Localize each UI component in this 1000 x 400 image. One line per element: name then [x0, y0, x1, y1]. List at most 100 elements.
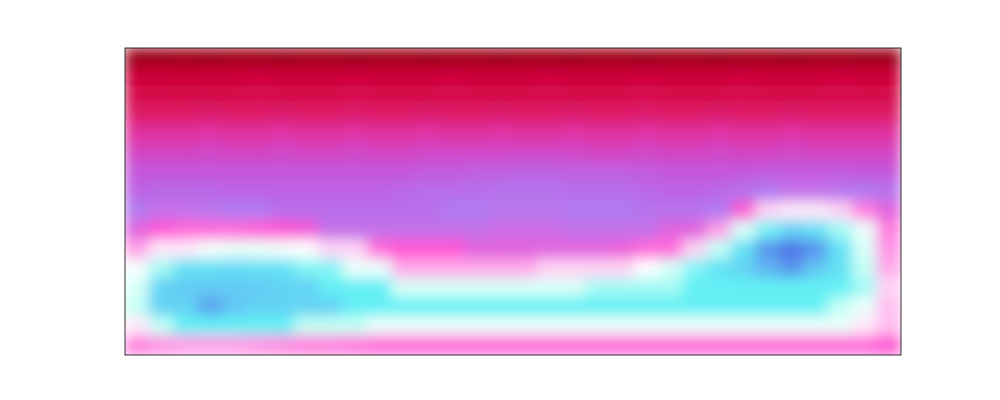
cell: [779, 105, 804, 125]
cell: [828, 163, 853, 183]
cell: [634, 124, 659, 144]
cell: [197, 316, 222, 336]
cell: [367, 278, 392, 298]
cells: [125, 48, 901, 355]
cell: [343, 335, 368, 355]
cell: [416, 278, 441, 298]
cell: [222, 259, 247, 279]
cell: [755, 278, 780, 298]
cell: [537, 182, 562, 202]
cell: [634, 201, 659, 221]
cell: [585, 163, 610, 183]
cell: [731, 201, 756, 221]
cell: [779, 278, 804, 298]
cell: [634, 48, 659, 68]
cell: [319, 182, 344, 202]
cell: [876, 220, 901, 240]
cell: [561, 124, 586, 144]
cell: [682, 105, 707, 125]
cell: [125, 335, 150, 355]
cell: [537, 239, 562, 259]
cell: [707, 259, 732, 279]
cell: [779, 201, 804, 221]
cell: [440, 105, 465, 125]
cell: [149, 67, 174, 87]
cell: [440, 239, 465, 259]
cell: [197, 86, 222, 106]
cell: [270, 182, 295, 202]
cell: [246, 278, 271, 298]
cell: [828, 201, 853, 221]
cell: [634, 297, 659, 317]
cell: [561, 67, 586, 87]
cell: [246, 316, 271, 336]
cell: [246, 335, 271, 355]
cell: [197, 335, 222, 355]
cell: [513, 316, 538, 336]
cell: [464, 335, 489, 355]
cell: [852, 105, 877, 125]
cell: [707, 105, 732, 125]
cell: [755, 259, 780, 279]
cell: [222, 201, 247, 221]
cell: [488, 239, 513, 259]
cell: [852, 297, 877, 317]
cell: [173, 201, 198, 221]
cell: [585, 86, 610, 106]
cell: [731, 278, 756, 298]
cell: [585, 201, 610, 221]
cell: [561, 182, 586, 202]
cell: [488, 143, 513, 163]
cell: [197, 124, 222, 144]
cell: [197, 297, 222, 317]
cell: [294, 201, 319, 221]
cell: [319, 143, 344, 163]
cell: [779, 259, 804, 279]
cell: [755, 163, 780, 183]
cell: [246, 201, 271, 221]
cell: [682, 48, 707, 68]
cell: [173, 143, 198, 163]
cell: [561, 86, 586, 106]
cell: [149, 335, 174, 355]
cell: [149, 316, 174, 336]
cell: [513, 163, 538, 183]
cell: [464, 143, 489, 163]
cell: [222, 163, 247, 183]
cell: [804, 316, 829, 336]
cell: [173, 335, 198, 355]
cell: [828, 86, 853, 106]
cell: [682, 86, 707, 106]
cell: [779, 316, 804, 336]
cell: [270, 297, 295, 317]
cell: [779, 86, 804, 106]
cell: [852, 86, 877, 106]
cell: [852, 316, 877, 336]
cell: [270, 48, 295, 68]
cell: [391, 239, 416, 259]
cell: [125, 124, 150, 144]
cell: [731, 220, 756, 240]
cell: [416, 48, 441, 68]
cell: [149, 201, 174, 221]
cell: [561, 278, 586, 298]
cell: [585, 316, 610, 336]
cell: [464, 124, 489, 144]
cell: [610, 278, 635, 298]
cell: [222, 48, 247, 68]
cell: [149, 297, 174, 317]
cell: [294, 67, 319, 87]
cell: [270, 335, 295, 355]
cell: [222, 86, 247, 106]
cell: [125, 48, 150, 68]
cell: [513, 124, 538, 144]
cell: [561, 316, 586, 336]
cell: [270, 86, 295, 106]
cell: [828, 316, 853, 336]
cell: [464, 316, 489, 336]
cell: [537, 278, 562, 298]
cell: [391, 86, 416, 106]
cell: [804, 67, 829, 87]
cell: [173, 316, 198, 336]
cell: [488, 48, 513, 68]
